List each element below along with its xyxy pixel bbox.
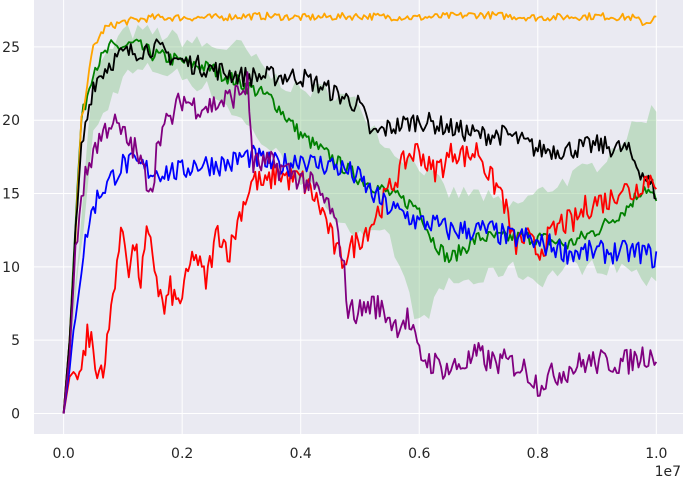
x-axis-offset-label: 1e7 bbox=[655, 464, 681, 480]
series-line-blue bbox=[62, 144, 658, 414]
x-tick-label: 0.4 bbox=[290, 446, 312, 462]
y-tick-label: 10 bbox=[2, 260, 20, 276]
y-tick-label: 0 bbox=[11, 406, 20, 422]
series-line-orange bbox=[62, 11, 657, 414]
green-band-area bbox=[63, 24, 657, 414]
x-tick-label: 1.0 bbox=[645, 446, 667, 462]
x-tick-label: 0.8 bbox=[527, 446, 549, 462]
green-confidence-band bbox=[63, 24, 657, 414]
y-tick-label: 15 bbox=[2, 187, 20, 203]
y-tick-labels: 0 5 10 15 20 25 bbox=[2, 40, 20, 423]
series-lines bbox=[62, 11, 658, 414]
x-tick-label: 0.6 bbox=[408, 446, 430, 462]
y-tick-label: 25 bbox=[2, 40, 20, 56]
series-line-red bbox=[62, 142, 657, 414]
y-tick-label: 20 bbox=[2, 113, 20, 129]
x-tick-label: 0.0 bbox=[53, 446, 75, 462]
series-line-green bbox=[62, 38, 658, 414]
series-line-purple bbox=[62, 71, 658, 414]
x-tick-label: 0.2 bbox=[171, 446, 193, 462]
x-tick-labels: 0.0 0.2 0.4 0.6 0.8 1.0 bbox=[53, 446, 668, 462]
y-tick-label: 5 bbox=[11, 333, 20, 349]
series-line-black bbox=[62, 38, 657, 414]
